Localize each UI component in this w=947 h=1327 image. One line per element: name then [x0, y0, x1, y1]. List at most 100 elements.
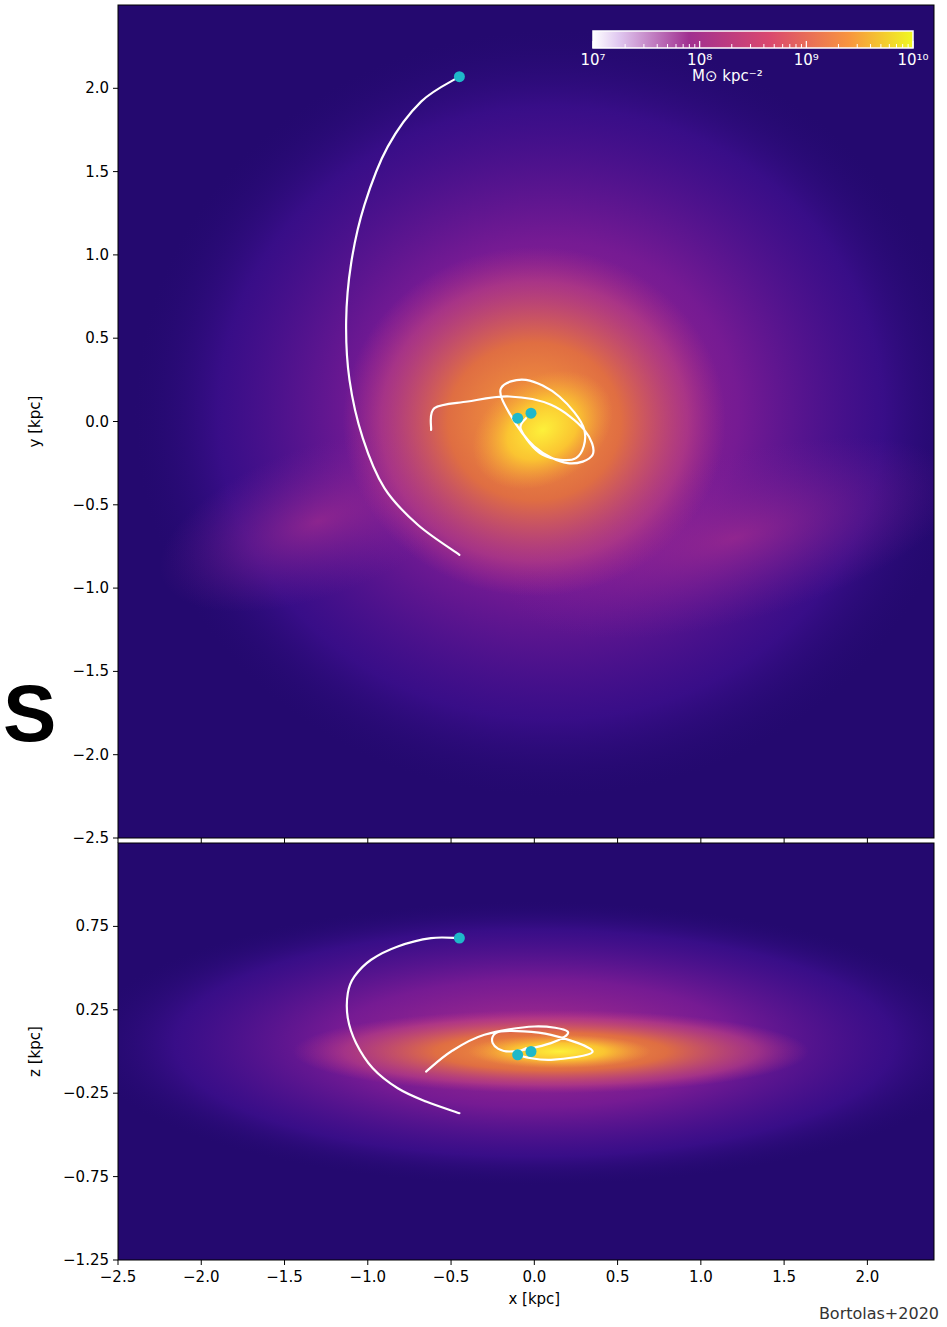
trajectory-line [426, 1026, 593, 1071]
x-tick [451, 1260, 452, 1265]
x-tick [867, 1260, 868, 1265]
bh-marker [512, 413, 523, 424]
colorbar-minor-tick [676, 44, 677, 48]
density-map [118, 5, 934, 838]
x-tick [534, 1260, 535, 1265]
y-tick [113, 838, 118, 839]
density-disk [343, 247, 726, 597]
x-tick-label: 1.5 [772, 1268, 796, 1286]
colorbar-minor-tick [689, 44, 690, 48]
y-tick-label: −1.25 [63, 1251, 109, 1269]
trajectories [346, 71, 593, 555]
colorbar-tick [806, 41, 807, 48]
colorbar-minor-tick [902, 44, 903, 48]
colorbar-minor-tick [731, 44, 732, 48]
plot-frame [118, 843, 934, 1260]
colorbar-minor-tick [795, 44, 796, 48]
colorbar-minor-tick [896, 44, 897, 48]
x-tick [118, 838, 119, 843]
colorbar-minor-tick [657, 44, 658, 48]
density-disk [293, 1010, 809, 1093]
plot-frame [118, 5, 934, 838]
colorbar-tick [912, 41, 913, 48]
x-tick [284, 1260, 285, 1265]
y-tick [113, 926, 118, 927]
x-tick-label: 0.5 [606, 1268, 630, 1286]
colorbar-minor-tick [763, 44, 764, 48]
density-halo [135, 30, 934, 796]
x-tick-label: −1.0 [350, 1268, 386, 1286]
y-tick [113, 88, 118, 89]
bh-marker [454, 71, 465, 82]
colorbar-minor-tick [683, 44, 684, 48]
y-tick-label: 1.0 [85, 246, 109, 264]
y-tick [113, 338, 118, 339]
colorbar-minor-tick [838, 44, 839, 48]
x-tick-label: 1.0 [689, 1268, 713, 1286]
colorbar-minor-tick [801, 44, 802, 48]
y-tick-label: 0.25 [76, 1001, 109, 1019]
x-tick [617, 1260, 618, 1265]
colorbar-minor-tick [857, 44, 858, 48]
y-tick [113, 254, 118, 255]
colorbar-minor-tick [880, 44, 881, 48]
bh-marker [525, 408, 536, 419]
x-tick [617, 838, 618, 843]
y-tick [113, 754, 118, 755]
x-tick-label: 0.0 [522, 1268, 546, 1286]
colorbar-minor-tick [694, 44, 695, 48]
x-tick [784, 838, 785, 843]
y-tick-label: 2.0 [85, 79, 109, 97]
y-tick-label: 1.5 [85, 163, 109, 181]
colorbar-tick-label: 10¹⁰ [897, 51, 928, 69]
y-tick-label: −2.5 [73, 829, 109, 847]
x-tick [784, 1260, 785, 1265]
y-tick [113, 504, 118, 505]
y-tick-label: 0.0 [85, 413, 109, 431]
y-tick [113, 171, 118, 172]
y-tick-label: 0.5 [85, 329, 109, 347]
x-tick-label: 2.0 [855, 1268, 879, 1286]
y-tick-label: −0.25 [63, 1084, 109, 1102]
colorbar [593, 31, 913, 48]
y-tick [113, 421, 118, 422]
x-tick [118, 1260, 119, 1265]
colorbar-tick [592, 41, 593, 48]
y-tick-label: −1.5 [73, 662, 109, 680]
slide-letter: S [3, 669, 56, 758]
y-axis-title: z [kpc] [26, 1026, 44, 1077]
x-tick-label: −0.5 [433, 1268, 469, 1286]
x-tick [534, 838, 535, 843]
x-tick-label: −2.5 [100, 1268, 136, 1286]
y-tick [113, 1009, 118, 1010]
colorbar-minor-tick [908, 44, 909, 48]
colorbar-minor-tick [774, 44, 775, 48]
bh-marker [512, 1049, 523, 1060]
trajectories [347, 933, 593, 1114]
figure: 2.01.51.00.50.0−0.5−1.0−1.5−2.0−2.5y [kp… [0, 0, 947, 1327]
credit: Bortolas+2020 [819, 1304, 939, 1323]
colorbar-tick-label: 10⁷ [580, 51, 605, 69]
colorbar-tick-label: 10⁹ [794, 51, 819, 69]
x-tick-label: −1.5 [266, 1268, 302, 1286]
x-tick [201, 838, 202, 843]
y-tick [113, 1176, 118, 1177]
colorbar-minor-tick [870, 44, 871, 48]
y-tick-label: 0.75 [76, 917, 109, 935]
colorbar-minor-tick [750, 44, 751, 48]
colorbar-minor-tick [889, 44, 890, 48]
x-tick [700, 1260, 701, 1265]
trajectory-line [346, 77, 459, 555]
y-tick-label: −0.5 [73, 496, 109, 514]
x-tick [284, 838, 285, 843]
density-map [118, 843, 934, 1260]
y-tick [113, 1260, 118, 1261]
x-tick [367, 838, 368, 843]
colorbar-minor-tick [643, 44, 644, 48]
x-tick [867, 838, 868, 843]
x-tick [367, 1260, 368, 1265]
density-core [451, 346, 634, 513]
colorbar-minor-tick [667, 44, 668, 48]
colorbar-tick [699, 41, 700, 48]
bh-marker [454, 933, 465, 944]
